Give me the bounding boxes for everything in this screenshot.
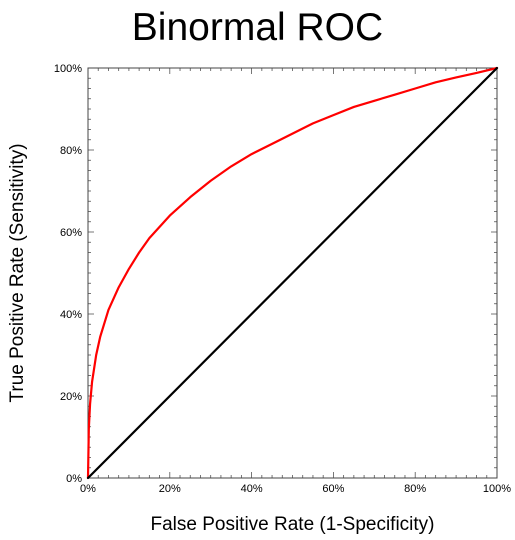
chance-diagonal (86, 66, 499, 480)
plot-frame (87, 67, 498, 479)
x-tick-label: 20% (159, 483, 181, 495)
x-tick-label: 0% (80, 483, 96, 495)
y-tick-label: 20% (60, 391, 82, 403)
y-tick-label: 0% (66, 473, 82, 485)
x-tick-label: 60% (322, 483, 344, 495)
roc-curve (86, 66, 499, 480)
y-tick-label: 80% (60, 145, 82, 157)
y-tick-label: 100% (54, 63, 82, 75)
x-axis-title: False Positive Rate (1-Specificity) (150, 514, 434, 535)
y-tick-label: 60% (60, 227, 82, 239)
x-tick-label: 40% (241, 483, 263, 495)
y-tick-label: 40% (60, 309, 82, 321)
x-tick-label: 100% (483, 483, 511, 495)
y-axis-title: True Positive Rate (Sensitivity) (7, 143, 28, 402)
chart-title: Binormal ROC (131, 6, 384, 49)
x-tick-label: 80% (404, 483, 426, 495)
